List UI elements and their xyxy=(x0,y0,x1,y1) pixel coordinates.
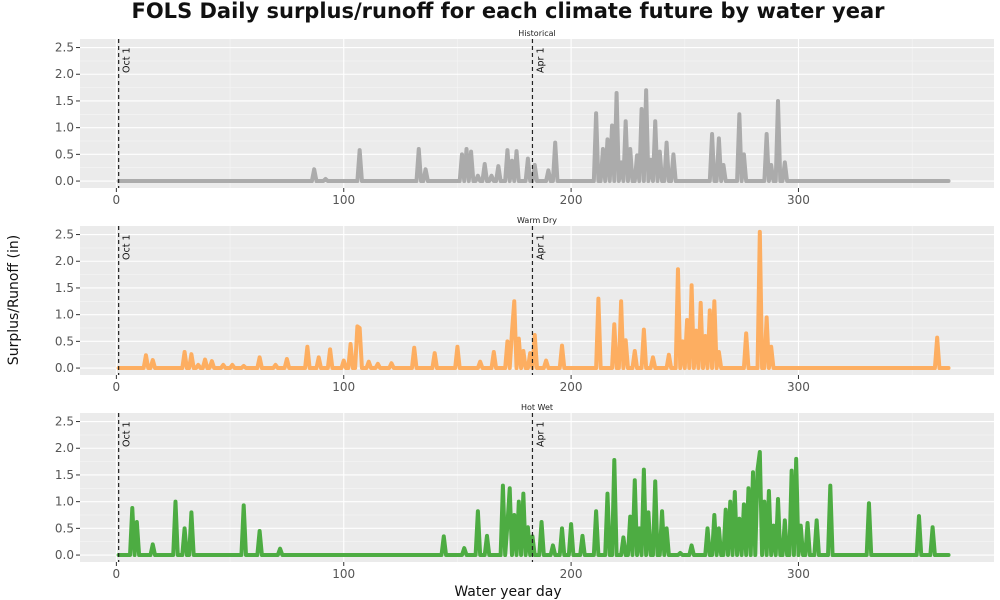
y-tick-label: 0.0 xyxy=(55,361,74,375)
series-line-warm-dry xyxy=(116,229,951,371)
x-tick-label: 200 xyxy=(560,380,583,394)
panel-strip xyxy=(80,27,994,39)
y-tick-label: 1.5 xyxy=(55,94,74,108)
y-tick-label: 0.5 xyxy=(55,147,74,161)
x-tick-label: 300 xyxy=(787,567,810,581)
y-tick-label: 2.0 xyxy=(55,441,74,455)
x-tick-label: 0 xyxy=(113,380,121,394)
y-tick-label: 1.5 xyxy=(55,468,74,482)
y-tick-label: 2.0 xyxy=(55,67,74,81)
y-tick-label: 0.5 xyxy=(55,521,74,535)
x-tick-label: 200 xyxy=(560,567,583,581)
annotation-label: Apr 1 xyxy=(535,48,546,74)
y-axis-title: Surplus/Runoff (in) xyxy=(6,235,22,365)
y-tick-label: 2.5 xyxy=(55,41,74,55)
annotation-label: Oct 1 xyxy=(122,48,133,74)
y-tick-label: 1.0 xyxy=(55,121,74,135)
panel-background xyxy=(80,413,994,562)
panel-strip-label: Hot Wet xyxy=(521,403,553,412)
panel-0: Historical 0.0 0.5 1.0 1.5 2.0 2.5 0 100 200 300 Oc… xyxy=(55,27,994,207)
y-tick-label: 1.0 xyxy=(55,308,74,322)
panel-strip xyxy=(80,401,994,413)
panel-strip-label: Historical xyxy=(518,29,555,38)
x-tick-label: 0 xyxy=(113,193,121,207)
y-tick-label: 0.0 xyxy=(55,174,74,188)
series-line-hot-wet xyxy=(116,449,951,558)
annotation-label: Oct 1 xyxy=(122,422,133,448)
panel-strip xyxy=(80,214,994,226)
x-axis-title: Water year day xyxy=(454,584,561,600)
x-tick-label: 100 xyxy=(332,193,355,207)
annotation-label: Apr 1 xyxy=(535,422,546,448)
annotation-label: Oct 1 xyxy=(122,235,133,261)
x-tick-label: 100 xyxy=(332,567,355,581)
y-tick-label: 0.5 xyxy=(55,334,74,348)
y-tick-label: 0.0 xyxy=(55,548,74,562)
annotation-label: Apr 1 xyxy=(535,235,546,261)
x-tick-label: 200 xyxy=(560,193,583,207)
x-tick-label: 300 xyxy=(787,193,810,207)
y-tick-label: 1.5 xyxy=(55,281,74,295)
y-tick-label: 2.5 xyxy=(55,228,74,242)
panel-2: Hot Wet 0.0 0.5 1.0 1.5 2.0 2.5 0 100 200 300 Oct 1… xyxy=(55,401,994,581)
y-tick-label: 2.0 xyxy=(55,254,74,268)
chart-title: FOLS Daily surplus/runoff for each clima… xyxy=(131,0,885,23)
x-tick-label: 100 xyxy=(332,380,355,394)
x-tick-label: 0 xyxy=(113,567,121,581)
x-tick-label: 300 xyxy=(787,380,810,394)
y-tick-label: 2.5 xyxy=(55,415,74,429)
panel-1: Warm Dry 0.0 0.5 1.0 1.5 2.0 2.5 0 100 200 300 Oct … xyxy=(55,214,994,394)
panels: Historical 0.0 0.5 1.0 1.5 2.0 2.5 0 100 200 300 Oc… xyxy=(55,27,994,581)
panel-background xyxy=(80,39,994,188)
series-line-historical xyxy=(116,88,951,184)
y-tick-label: 1.0 xyxy=(55,495,74,509)
panel-strip-label: Warm Dry xyxy=(517,216,557,225)
